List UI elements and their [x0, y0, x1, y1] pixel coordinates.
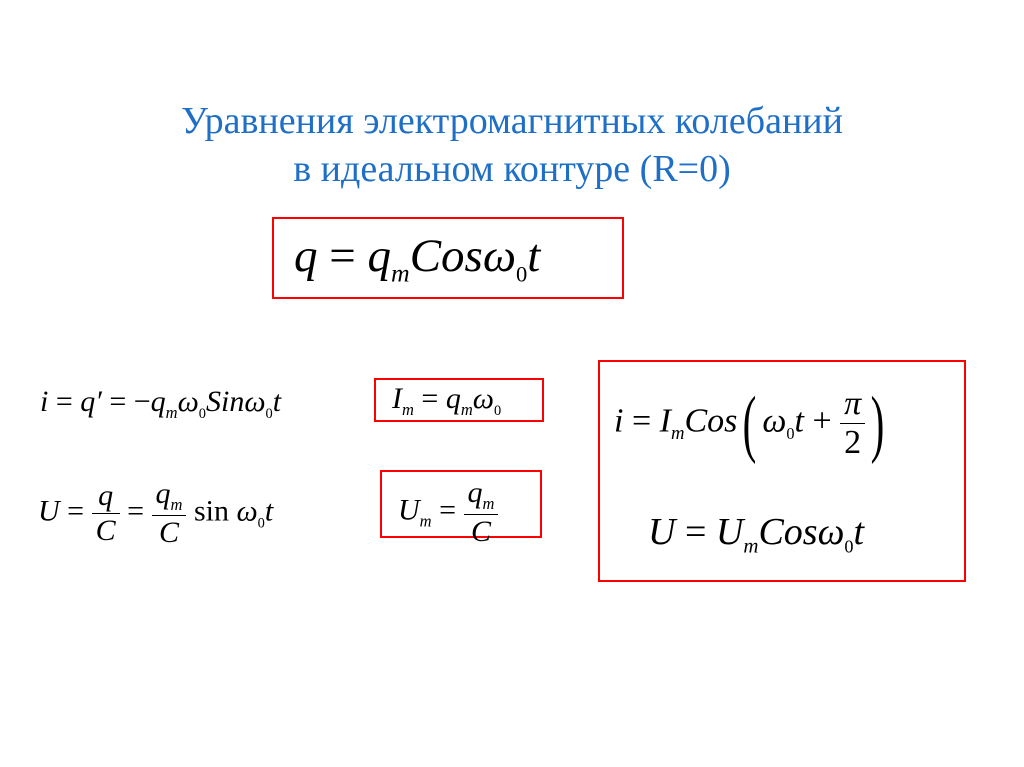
- eq-i-cos: i = ImCos(ω0t + π2): [614, 385, 890, 462]
- eq-i-max: Im = qmω0: [392, 382, 501, 420]
- eq-u-max: Um = qmC: [398, 476, 498, 549]
- eq-i-derivative: i = q′ = −qmω0Sinω0t: [40, 385, 281, 423]
- title-line1: Уравнения электромагнитных колебаний: [181, 100, 843, 142]
- slide-container: Уравнения электромагнитных колебаний в и…: [0, 0, 1024, 767]
- main-equation: q = qmCosω0t: [294, 229, 540, 288]
- eq-u-cos: U = UmCosω0t: [648, 510, 864, 559]
- title-line2: в идеальном контуре (R=0): [293, 148, 731, 190]
- slide-title: Уравнения электромагнитных колебаний в и…: [0, 98, 1024, 193]
- eq-u-full: U = qC = qmC sin ω0t: [38, 477, 273, 550]
